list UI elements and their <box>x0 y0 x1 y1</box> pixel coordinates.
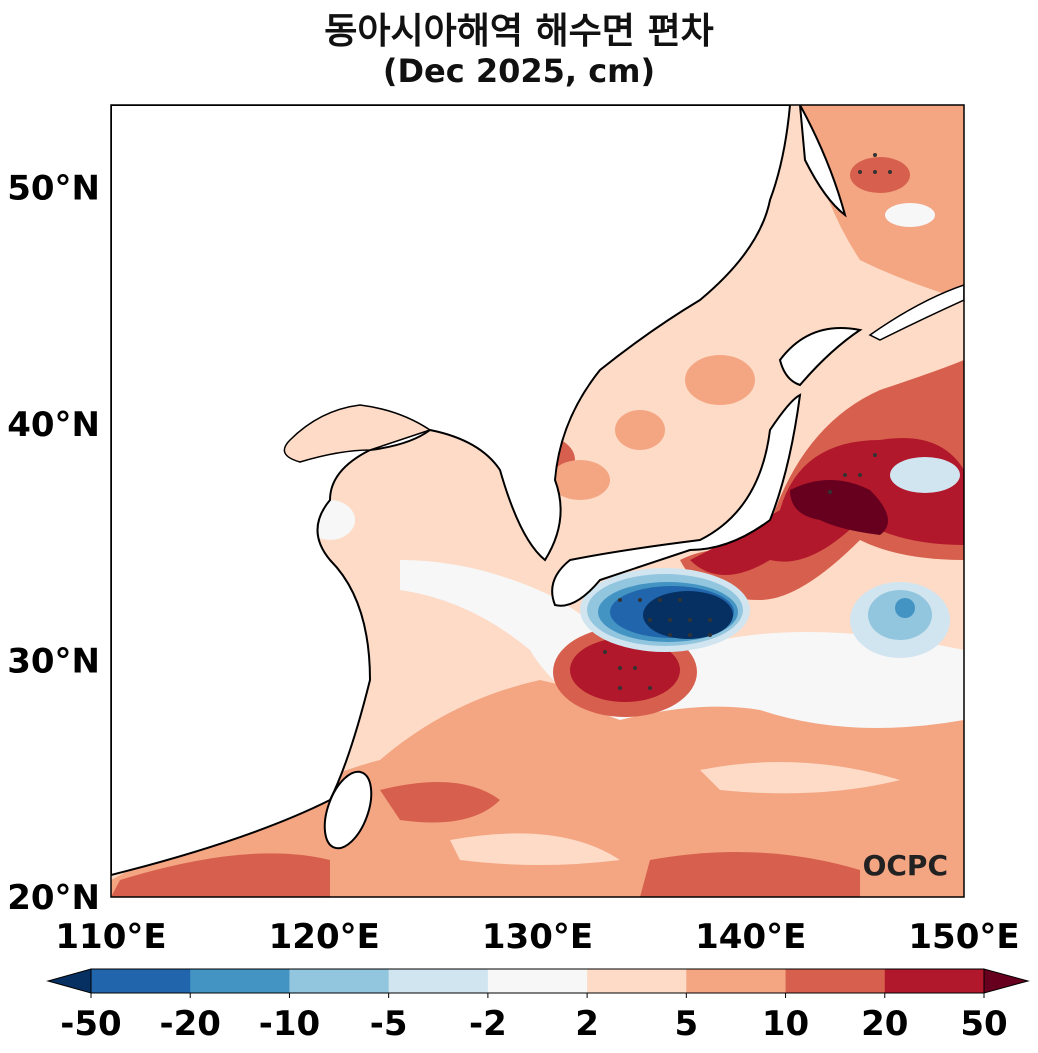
colorbar: -50 -20 -10 -5 -2 2 5 10 20 50 <box>46 968 1030 1044</box>
lat-tick-label: 40°N <box>7 405 100 445</box>
anomaly-field <box>111 105 964 897</box>
longitude-ticks: 110°E 120°E 130°E 140°E 150°E <box>55 917 1019 957</box>
lon-tick-label: 140°E <box>695 917 806 957</box>
colorbar-over-arrow <box>983 968 1030 994</box>
latitude-ticks: 20°N 30°N 40°N 50°N <box>7 169 100 919</box>
colorbar-label: 5 <box>674 1004 698 1044</box>
ocpc-logo: OCPC <box>863 849 948 882</box>
colorbar-segment <box>587 969 687 993</box>
lat-tick-label: 50°N <box>7 169 100 209</box>
colorbar-segment <box>190 969 290 993</box>
lon-tick-label: 130°E <box>482 917 593 957</box>
lon-tick-label: 120°E <box>269 917 380 957</box>
colorbar-segment <box>785 969 886 993</box>
lat-tick-label: 30°N <box>7 642 100 682</box>
map-title: 동아시아해역 해수면 편차 <box>324 11 714 52</box>
colorbar-segment <box>686 969 787 993</box>
colorbar-segment <box>388 969 489 993</box>
colorbar-label: 50 <box>960 1004 1007 1044</box>
significance-dots <box>603 153 892 690</box>
colorbar-segment <box>487 969 588 993</box>
colorbar-label: 20 <box>861 1004 908 1044</box>
colorbar-label: 2 <box>575 1004 599 1044</box>
map-frame <box>110 104 965 898</box>
colorbar-segment <box>91 969 191 993</box>
colorbar-label: -5 <box>370 1004 408 1044</box>
colorbar-segment <box>884 969 985 993</box>
colorbar-under-arrow <box>46 968 92 994</box>
colorbar-label: 10 <box>762 1004 809 1044</box>
colorbar-label: -20 <box>160 1004 221 1044</box>
colorbar-label: -2 <box>469 1004 507 1044</box>
map-subtitle: (Dec 2025, cm) <box>382 52 656 90</box>
lat-tick-label: 20°N <box>7 878 100 918</box>
lon-tick-label: 150°E <box>908 917 1019 957</box>
colorbar-label: -10 <box>259 1004 320 1044</box>
lon-tick-label: 110°E <box>55 917 166 957</box>
colorbar-label: -50 <box>60 1004 121 1044</box>
colorbar-segment <box>289 969 390 993</box>
